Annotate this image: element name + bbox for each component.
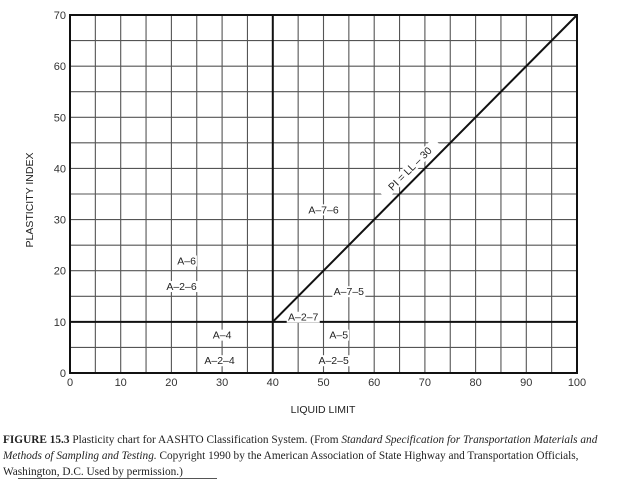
x-tick-label: 20 [165,377,177,389]
zone-label-background [203,355,237,367]
y-tick-label: 10 [54,317,66,329]
figure-label: FIGURE 15.3 [3,434,70,446]
figure-caption: FIGURE 15.3 Plasticity chart for AASHTO … [3,432,615,480]
caption-underlined: shington, D.C. Used by permission.) [17,466,217,479]
plasticity-chart: 0 10 20 30 40 50 60 70 80 90 100 0 10 20 30 40 50 60 70 P… [24,10,586,416]
zone-label: A–2–6 [166,281,197,293]
zone-label-background [211,329,233,341]
x-tick-label: 80 [469,377,481,389]
zone-label: A–5 [329,330,348,342]
y-tick-labels: 0 10 20 30 40 50 60 70 [54,10,66,380]
x-tick-label: 90 [520,377,532,389]
plot-frame [69,14,578,374]
zone-label: A–4 [213,330,232,342]
caption-text: Plasticity chart for AASHTO Classificati… [69,434,342,446]
y-tick-label: 20 [54,266,66,278]
zone-label: A–2–4 [204,355,235,367]
y-axis-label: PLASTICITY INDEX [24,153,36,248]
axes-frame [69,14,578,374]
x-tick-label: 30 [216,377,228,389]
caption-source-title: Standard Specification for Transportatio… [3,434,598,462]
x-tick-label: 60 [368,377,380,389]
x-tick-label: 0 [67,377,73,389]
zone-label-background [307,204,340,216]
zone-label: PI = LL – 30 [386,145,435,194]
zone-label: A–2–7 [288,312,319,324]
series-line [272,14,578,323]
grid-lines [69,14,578,374]
zone-label-background [379,137,441,200]
y-tick-label: 60 [54,61,66,73]
pi-ll-line [272,14,578,323]
zone-label-background [332,286,366,298]
x-tick-labels: 0 10 20 30 40 50 60 70 80 90 100 [67,377,586,389]
x-tick-label: 100 [568,377,586,389]
zone-label: A–7–6 [308,204,339,216]
zone-label-background [328,329,350,341]
x-tick-label: 40 [267,377,279,389]
y-tick-label: 70 [54,10,66,22]
zone-labels: PI = LL – 30 A–7–6 A–6 A–2–6 A–7–5 A–2–7 A–4 A–… [165,137,441,367]
y-tick-label: 50 [54,112,66,124]
x-axis-label: LIQUID LIMIT [291,404,356,416]
x-tick-label: 70 [419,377,431,389]
zone-label-background [165,281,199,293]
zone-label-background [317,355,351,367]
zone-label: A–2–5 [318,355,349,367]
x-tick-label: 50 [317,377,329,389]
x-tick-label: 10 [115,377,127,389]
zone-label: A–7–5 [334,286,365,298]
zone-label: A–6 [177,255,196,267]
y-tick-label: 40 [54,163,66,175]
zone-label-background [286,311,320,323]
y-tick-label: 30 [54,215,66,227]
caption-copyright: Copyright 1990 by the American Associati… [3,450,579,478]
zone-label-background [176,255,197,267]
y-tick-label: 0 [60,368,66,380]
zone-boundaries [70,15,577,373]
